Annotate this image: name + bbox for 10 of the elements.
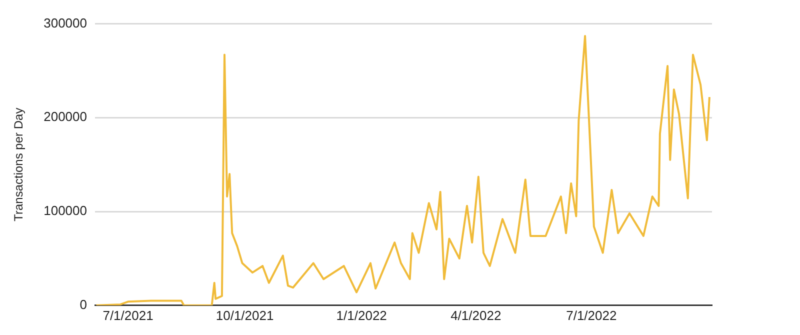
x-tick-label: 7/1/2021 — [102, 308, 154, 323]
y-tick-label: 200000 — [44, 109, 87, 124]
y-tick-label: 0 — [80, 296, 87, 312]
x-tick-label: 4/1/2022 — [450, 308, 502, 323]
y-tick-label: 300000 — [44, 15, 87, 30]
x-tick-label: 1/1/2022 — [336, 308, 387, 323]
x-tick-label: 7/1/2022 — [566, 308, 617, 323]
x-tick-label: 10/1/2021 — [216, 308, 274, 323]
y-tick-label: 100000 — [44, 203, 87, 218]
y-axis-title: Transactions per Day — [12, 108, 26, 222]
